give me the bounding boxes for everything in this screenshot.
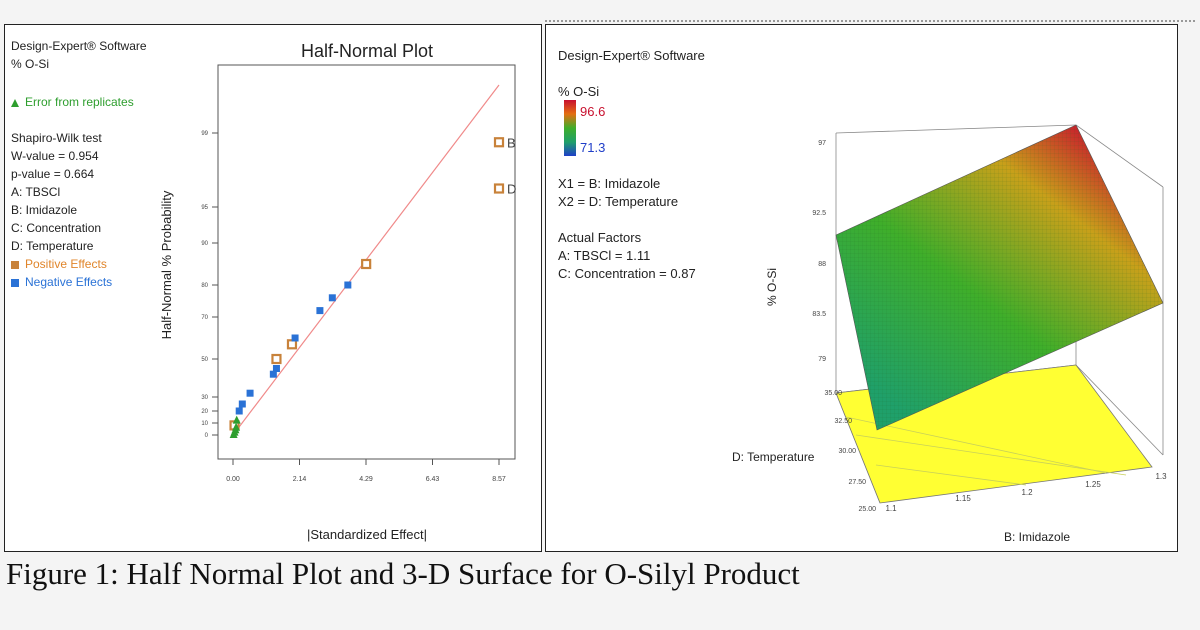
x-tick-label: 6.43: [426, 476, 440, 483]
factor-info: X1 = B: Imidazole X2 = D: Temperature Ac…: [558, 175, 696, 283]
negative-effect-point: [235, 407, 243, 415]
x-axis-label: |Standardized Effect|: [307, 527, 427, 542]
temperature-tick-label: 27.50: [848, 479, 866, 486]
y-tick-label: 0: [205, 433, 209, 439]
y-tick-label: 80: [201, 283, 208, 289]
error-point: [232, 415, 241, 424]
negative-effect-point: [344, 281, 352, 289]
triangle-icon: [11, 98, 19, 107]
figure-caption: Figure 1: Half Normal Plot and 3-D Surfa…: [6, 556, 800, 591]
factor-b: B: Imidazole: [11, 203, 78, 217]
negative-effect-point: [291, 334, 299, 342]
test-name: Shapiro-Wilk test: [11, 131, 102, 145]
left-software-label: Design-Expert® Software: [11, 39, 147, 53]
negative-effect-point: [316, 307, 324, 315]
x-tick-label: 4.29: [359, 476, 373, 483]
x1-label: X1 = B: Imidazole: [558, 176, 661, 191]
temperature-tick-label: 32.50: [834, 418, 852, 425]
z-tick-label: 97: [818, 140, 826, 147]
response-colorbar: [564, 100, 576, 156]
positive-legend-label: Positive Effects: [25, 257, 107, 271]
z-tick-label: 92.5: [812, 210, 826, 217]
y-tick-label: 10: [201, 421, 208, 427]
imidazole-tick-label: 1.3: [1155, 472, 1167, 481]
max-value: 96.6: [580, 104, 606, 119]
error-legend-label: Error from replicates: [25, 95, 134, 109]
surface-chart: 79 83.5 88 92.5 97 25.00 27.50 30.00 32.50 35.00 1…: [732, 124, 1167, 544]
imidazole-tick-label: 1.15: [955, 494, 971, 503]
imidazole-tick-label: 1.1: [885, 504, 897, 513]
y-tick-label: 90: [201, 241, 208, 247]
square-icon: [11, 278, 19, 287]
factor-c: C: Concentration: [11, 221, 102, 235]
y-tick-label: 30: [201, 395, 208, 401]
test-info: Shapiro-Wilk test W-value = 0.954 p-valu…: [11, 129, 112, 291]
half-normal-chart: Half-Normal Plot Half-Normal % Probabili…: [159, 41, 516, 542]
z-axis-label: % O-Si: [765, 268, 779, 306]
positive-effect-point: [493, 183, 505, 194]
surface-mesh: [836, 125, 1163, 430]
actual-a: A: TBSCl = 1.11: [558, 248, 651, 263]
factor-d: D: Temperature: [11, 239, 94, 253]
imidazole-axis-label: B: Imidazole: [1004, 530, 1070, 544]
temperature-tick-label: 35.00: [824, 390, 842, 397]
positive-effect-point: [361, 258, 372, 270]
effect-label: D: [507, 182, 516, 197]
p-value: p-value = 0.664: [11, 167, 95, 181]
chart-title: Half-Normal Plot: [301, 41, 433, 61]
left-response-label: % O-Si: [11, 57, 50, 71]
imidazole-tick-label: 1.25: [1085, 480, 1101, 489]
top-dotted-rule: [545, 20, 1195, 22]
error-point: [232, 422, 241, 431]
y-tick-label: 70: [201, 315, 208, 321]
positive-effect-point: [493, 137, 505, 148]
negative-legend: Negative Effects: [11, 273, 112, 291]
surface-panel: Design-Expert® Software % O-Si 96.6 71.3…: [545, 24, 1178, 552]
y-axis-label: Half-Normal % Probability: [159, 190, 174, 339]
floor-contours: [845, 416, 1127, 486]
right-software-label: Design-Expert® Software: [558, 48, 705, 63]
square-outline-icon: [11, 260, 19, 269]
error-legend: Error from replicates: [11, 93, 134, 111]
effect-label: B: [507, 135, 516, 150]
z-tick-label: 88: [818, 261, 826, 268]
negative-effect-point: [238, 400, 246, 408]
right-response-label: % O-Si: [558, 84, 600, 99]
negative-effect-point: [246, 389, 254, 397]
min-value: 71.3: [580, 140, 606, 155]
temperature-tick-label: 25.00: [858, 506, 876, 513]
y-tick-label: 99: [201, 131, 208, 137]
negative-effect-point: [272, 365, 280, 372]
imidazole-tick-label: 1.2: [1021, 488, 1033, 497]
left-info: Design-Expert® Software % O-Si: [11, 37, 147, 73]
temperature-axis-label: D: Temperature: [732, 450, 815, 464]
negative-effect-point: [269, 370, 277, 378]
negative-legend-label: Negative Effects: [25, 275, 113, 289]
half-normal-panel: Design-Expert® Software % O-Si Error fro…: [4, 24, 542, 552]
temperature-tick-label: 30.00: [838, 448, 856, 455]
actual-factors-title: Actual Factors: [558, 230, 642, 245]
positive-effect-point: [271, 353, 282, 365]
x2-label: X2 = D: Temperature: [558, 194, 679, 209]
x-tick-label: 8.57: [492, 476, 506, 483]
y-tick-label: 20: [201, 409, 208, 415]
x-tick-label: 2.14: [293, 476, 307, 483]
actual-c: C: Concentration = 0.87: [558, 266, 696, 281]
w-value: W-value = 0.954: [11, 149, 99, 163]
x-tick-label: 0.00: [226, 476, 240, 483]
y-tick-label: 95: [201, 205, 208, 211]
z-tick-label: 83.5: [812, 311, 826, 318]
y-tick-label: 50: [201, 357, 208, 363]
negative-effect-point: [328, 294, 336, 302]
positive-legend: Positive Effects: [11, 255, 112, 273]
z-tick-label: 79: [818, 356, 826, 363]
factor-a: A: TBSCl: [11, 185, 61, 199]
